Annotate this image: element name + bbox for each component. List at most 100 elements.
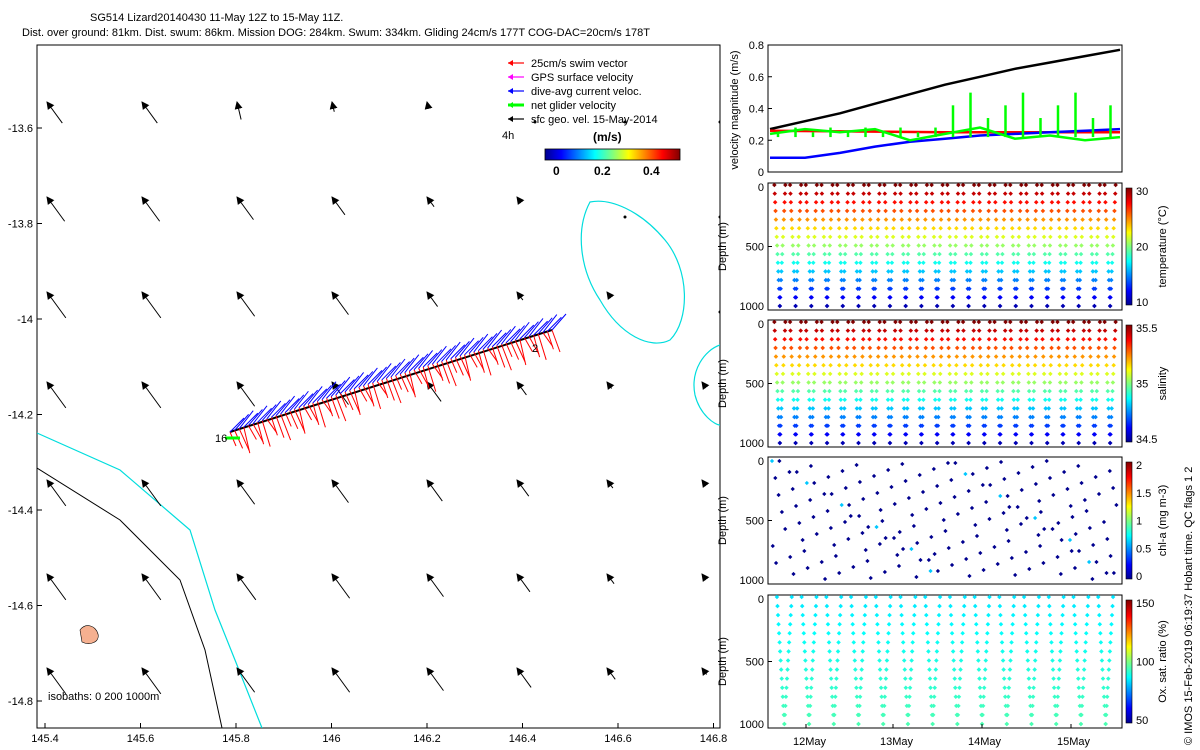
profile-sample [1065, 208, 1070, 214]
profile-sample [986, 337, 992, 342]
current-vector [436, 348, 452, 364]
profile-sample [1032, 658, 1038, 663]
profile-sample [1011, 269, 1017, 274]
profile-sample [809, 303, 814, 309]
profile-sample [1015, 397, 1021, 403]
profile-sample [1106, 269, 1111, 274]
surface-velocity-arrow [141, 196, 161, 222]
profile-sample [969, 362, 975, 368]
profile-sample [907, 208, 913, 214]
profile-sample [870, 277, 876, 283]
current-vector [330, 380, 346, 397]
chl-sample [1062, 469, 1067, 475]
current-vector [459, 337, 475, 357]
current-vector [478, 336, 493, 352]
profile-sample [1048, 234, 1053, 240]
profile-sample [932, 260, 938, 266]
swim-vector [477, 350, 485, 373]
profile-sample [1011, 397, 1017, 403]
profile-sample [827, 234, 833, 240]
profile-sample [996, 277, 1002, 283]
profile-sample [955, 191, 961, 196]
profile-sample [1001, 676, 1007, 681]
chl-sample [946, 545, 951, 551]
profile-sample [1074, 260, 1079, 266]
profile-sample [906, 225, 912, 231]
profile-sample [1073, 380, 1079, 385]
profile-sample [929, 328, 935, 333]
profile-sample [1106, 277, 1112, 283]
depth-colorbar-tick: 150 [1136, 598, 1154, 610]
profile-sample [1012, 414, 1017, 420]
profile-sample [775, 251, 780, 257]
profile-sample [967, 269, 973, 274]
profile-sample [939, 337, 945, 342]
profile-sample [839, 414, 844, 420]
profile-sample [1094, 397, 1099, 403]
profile-sample [811, 251, 816, 257]
profile-sample [873, 269, 879, 274]
profile-sample [777, 649, 783, 654]
profile-sample [826, 406, 831, 411]
profile-sample [965, 277, 970, 283]
profile-sample [935, 631, 941, 636]
profile-sample [1046, 414, 1051, 420]
swim-vector [445, 359, 457, 387]
chl-sample [932, 551, 937, 557]
profile-sample [825, 295, 830, 300]
profile-sample [1002, 345, 1007, 351]
isobath-200 [37, 432, 263, 728]
profile-sample [782, 721, 787, 727]
chl-sample [928, 568, 933, 574]
profile-sample [1000, 380, 1006, 385]
profile-sample [1063, 380, 1068, 385]
profile-sample [877, 191, 882, 196]
chl-sample [883, 535, 888, 541]
profile-sample [841, 286, 846, 291]
profile-sample [1102, 328, 1108, 333]
depth-ytick-label: 1000 [740, 575, 764, 587]
velocity-ytick-label: 0 [758, 167, 764, 179]
chl-sample [1042, 526, 1047, 532]
profile-sample [961, 603, 967, 609]
surface-velocity-arrow [236, 479, 256, 505]
profile-sample [967, 423, 972, 428]
profile-sample [899, 354, 905, 359]
chl-sample [808, 463, 814, 469]
profile-sample [838, 260, 844, 266]
profile-sample [884, 234, 890, 240]
chl-sample [1044, 458, 1049, 464]
profile-sample [782, 200, 787, 205]
profile-sample [939, 191, 945, 196]
profile-sample [1112, 337, 1118, 342]
chl-sample [839, 502, 844, 508]
current-vector [399, 357, 415, 375]
profile-sample [885, 260, 891, 266]
profile-sample [772, 328, 778, 333]
profile-sample [1072, 621, 1078, 627]
profile-sample [1071, 191, 1076, 196]
start-dive-label: 16 [215, 433, 227, 445]
profile-sample [1031, 676, 1037, 681]
swim-vector [376, 381, 388, 396]
profile-sample [819, 319, 824, 325]
profile-sample [949, 631, 955, 636]
profile-sample [916, 243, 921, 248]
profile-sample [939, 328, 945, 333]
profile-sample [1074, 251, 1079, 257]
profile-sample [963, 243, 969, 248]
profile-sample [1034, 319, 1040, 325]
profile-sample [886, 621, 892, 627]
chl-sample [1055, 554, 1060, 560]
profile-sample [854, 397, 859, 403]
profile-sample [1007, 667, 1013, 672]
profile-sample [1008, 191, 1013, 196]
legend-arrowhead [508, 60, 513, 66]
chl-sample [1050, 526, 1055, 532]
profile-sample [835, 200, 841, 205]
profile-sample [983, 406, 989, 411]
profile-sample [1059, 406, 1064, 411]
surface-velocity-arrow [426, 196, 435, 207]
profile-sample [838, 603, 843, 609]
